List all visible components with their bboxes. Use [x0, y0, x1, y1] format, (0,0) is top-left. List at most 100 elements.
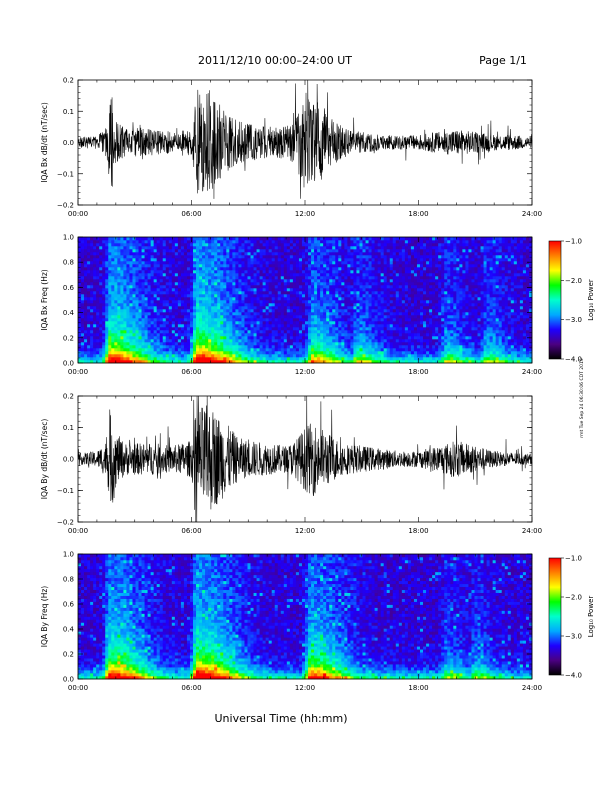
spectrogram-cell — [180, 348, 185, 352]
spectrogram-cell — [398, 333, 403, 337]
spectrogram-cell — [123, 291, 127, 295]
spectrogram-cell — [232, 342, 236, 346]
spectrogram-cell — [150, 288, 154, 292]
spectrogram-cell — [93, 258, 97, 262]
spectrogram-cell — [156, 294, 161, 298]
spectrogram-cell — [120, 273, 124, 277]
spectrogram-cell — [289, 288, 294, 292]
spectrogram-cell — [232, 279, 236, 283]
spectrogram-cell — [311, 279, 315, 283]
spectrogram-cell — [326, 252, 330, 256]
spectrogram-cell — [93, 324, 97, 328]
spectrogram-cell — [144, 342, 148, 346]
spectrogram-cell — [377, 339, 381, 343]
spectrogram-cell — [341, 327, 345, 331]
spectrogram-cell — [253, 246, 257, 250]
spectrogram-cell — [168, 306, 173, 310]
spectrogram-cell — [268, 285, 273, 289]
spectrogram-cell — [320, 345, 324, 349]
spectrogram-cell — [341, 246, 345, 250]
spectrogram-cell — [111, 282, 115, 286]
spectrogram-cell — [162, 252, 167, 256]
spectrogram-cell — [205, 270, 209, 274]
spectrogram-cell — [292, 354, 297, 358]
spectrogram-cell — [359, 237, 363, 241]
spectrogram-cell — [423, 300, 427, 304]
spectrogram-cell — [247, 321, 251, 325]
spectrogram-cell — [292, 360, 297, 364]
spectrogram-cell — [416, 330, 421, 334]
spectrogram-cell — [238, 327, 242, 331]
spectrogram-cell — [165, 342, 170, 346]
spectrogram-cell — [323, 252, 327, 256]
spectrogram-cell — [132, 342, 136, 346]
spectrogram-cell — [277, 315, 282, 319]
spectrogram-cell — [247, 333, 251, 337]
spectrogram-cell — [338, 312, 342, 316]
spectrogram-cell — [326, 273, 330, 277]
spectrogram-cell — [353, 279, 357, 283]
spectrogram-cell — [129, 333, 133, 337]
spectrogram-cell — [308, 270, 312, 274]
spectrogram-cell — [93, 351, 97, 355]
spectrogram-cell — [165, 330, 170, 334]
spectrogram-cell — [332, 279, 336, 283]
spectrogram-cell — [183, 240, 188, 244]
spectrogram-cell — [362, 315, 366, 319]
spectrogram-cell — [141, 255, 145, 259]
spectrogram-cell — [338, 246, 342, 250]
spectrogram-cell — [347, 288, 351, 292]
spectrogram-cell — [298, 333, 303, 337]
spectrogram-cell — [368, 249, 372, 253]
spectrogram-cell — [383, 357, 388, 361]
spectrogram-cell — [265, 309, 269, 313]
spectrogram-cell — [229, 240, 233, 244]
spectrogram-cell — [214, 243, 218, 247]
spectrogram-cell — [87, 255, 91, 259]
spectrogram-cell — [353, 303, 357, 307]
spectrogram-cell — [350, 324, 354, 328]
spectrogram-cell — [332, 270, 336, 274]
spectrogram-cell — [132, 348, 136, 352]
spectrogram-cell — [259, 282, 263, 286]
spectrogram-cell — [238, 324, 242, 328]
spectrogram-cell — [186, 309, 191, 313]
spectrogram-cell — [220, 318, 224, 322]
spectrogram-cell — [389, 360, 394, 364]
spectrogram-cell — [392, 291, 397, 295]
spectrogram-cell — [320, 351, 324, 355]
spectrogram-cell — [371, 276, 375, 280]
spectrogram-cell — [223, 315, 227, 319]
spectrogram-cell — [135, 243, 139, 247]
spectrogram-cell — [344, 249, 348, 253]
spectrogram-cell — [208, 351, 212, 355]
spectrogram-cell — [383, 318, 388, 322]
spectrogram-cell — [235, 285, 239, 289]
spectrogram-cell — [265, 327, 269, 331]
spectrogram-cell — [329, 249, 333, 253]
spectrogram-cell — [229, 306, 233, 310]
spectrogram-cell — [362, 312, 366, 316]
spectrogram-cell — [87, 357, 91, 361]
spectrogram-cell — [301, 255, 306, 259]
spectrogram-cell — [211, 330, 215, 334]
spectrogram-cell — [156, 264, 161, 268]
spectrogram-cell — [117, 324, 121, 328]
spectrogram-cell — [111, 273, 115, 277]
spectrogram-cell — [220, 276, 224, 280]
spectrogram-cell — [87, 288, 91, 292]
spectrogram-cell — [129, 321, 133, 325]
spectrogram-cell — [416, 309, 421, 313]
spectrogram-cell — [193, 345, 197, 349]
spectrogram-cell — [99, 342, 103, 346]
spectrogram-cell — [223, 345, 227, 349]
spectrogram-cell — [413, 333, 418, 337]
spectrogram-cell — [274, 348, 279, 352]
spectrogram-cell — [271, 333, 276, 337]
spectrogram-cell — [217, 354, 221, 358]
spectrogram-cell — [423, 306, 427, 310]
spectrogram-cell — [274, 264, 279, 268]
spectrogram-cell — [117, 342, 121, 346]
spectrogram-cell — [407, 270, 412, 274]
spectrogram-cell — [286, 303, 291, 307]
